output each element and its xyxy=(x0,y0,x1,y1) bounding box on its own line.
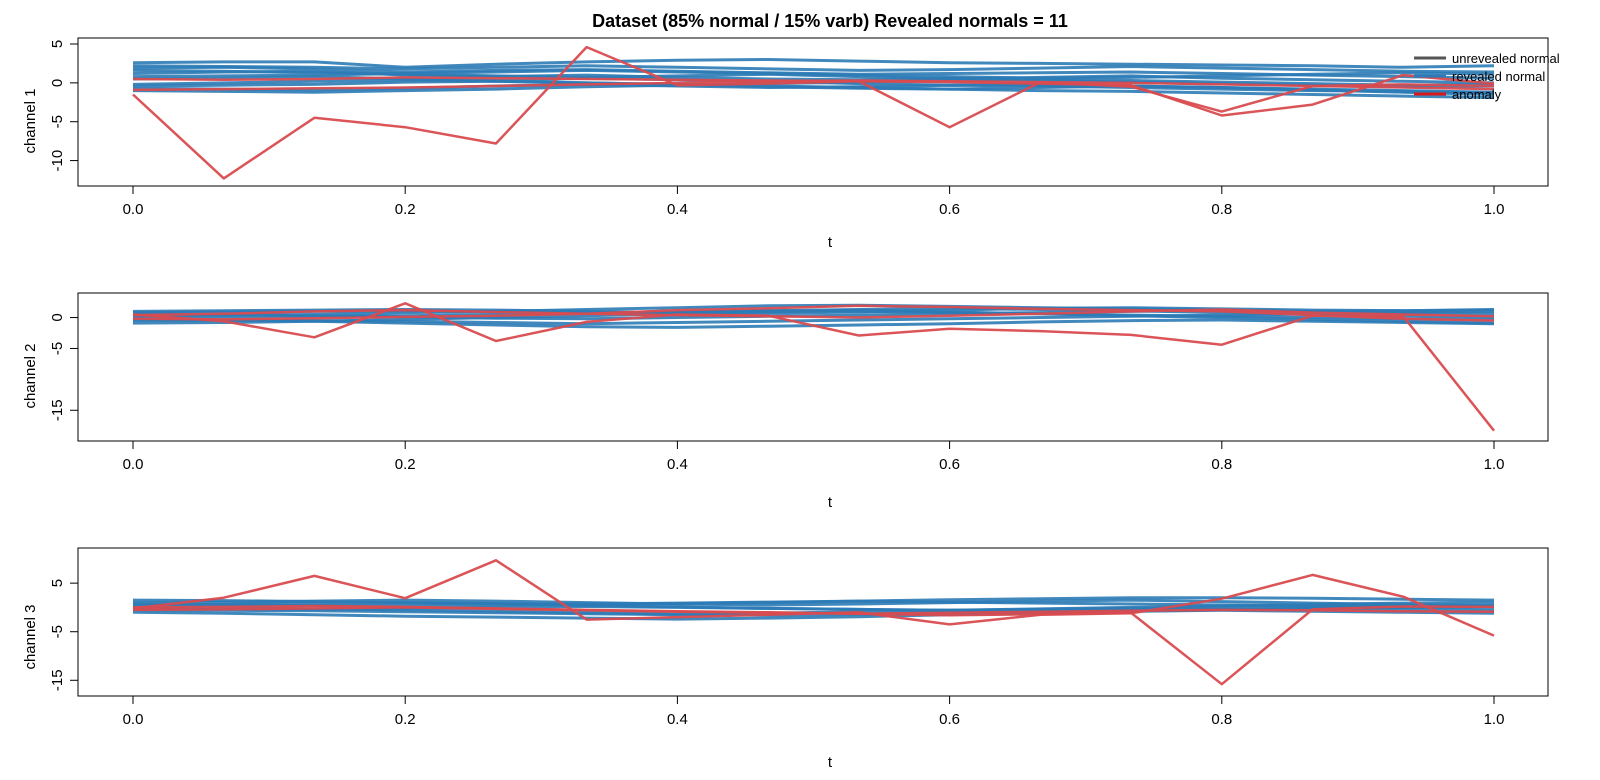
x-tick-label: 0.4 xyxy=(667,201,688,218)
x-tick-label: 0.6 xyxy=(939,456,960,473)
x-tick-label: 0.4 xyxy=(667,456,688,473)
revealed-normal-series-line xyxy=(132,64,1495,74)
y-tick-label: -10 xyxy=(49,150,66,172)
x-tick-label: 0.8 xyxy=(1211,456,1232,473)
x-tick-label: 0.8 xyxy=(1211,201,1232,218)
y-tick-label: -5 xyxy=(49,625,66,638)
y-tick-label: 0 xyxy=(49,313,66,321)
anomaly-series-line xyxy=(132,304,1495,322)
panel-channel-2: channel 2 t 0.0 0.2 0.4 0.6 0.8 1.0 -15 -5 0 xyxy=(22,292,1549,511)
legend-label-unrevealed-normal: unrevealed normal xyxy=(1452,51,1560,66)
anomaly-series-line xyxy=(132,45,1495,180)
y-tick-label: -15 xyxy=(49,669,66,691)
series-group xyxy=(132,559,1495,686)
chart-title: Dataset (85% normal / 15% varb) Revealed… xyxy=(592,11,1068,31)
y-tick-label: 0 xyxy=(49,79,66,87)
plot-frame xyxy=(77,547,1549,697)
x-tick-label: 0.0 xyxy=(123,201,144,218)
anomaly-series-line xyxy=(132,302,1495,432)
series-group xyxy=(132,45,1495,180)
x-axis-label: t xyxy=(828,754,833,771)
y-tick-label: 5 xyxy=(49,579,66,587)
legend-label-anomaly: anomaly xyxy=(1452,87,1502,102)
y-axis-label: channel 3 xyxy=(22,604,39,669)
x-tick-label: 1.0 xyxy=(1484,201,1505,218)
x-tick-label: 0.4 xyxy=(667,711,688,728)
revealed-normal-series-line xyxy=(132,598,1495,608)
revealed-normal-series-line xyxy=(132,58,1495,69)
x-tick-label: 1.0 xyxy=(1484,456,1505,473)
x-tick-label: 0.0 xyxy=(123,711,144,728)
anomaly-series-line xyxy=(132,79,1495,92)
series-group xyxy=(132,302,1495,432)
revealed-normal-series-line xyxy=(132,68,1495,80)
y-axis-label: channel 1 xyxy=(22,88,39,153)
x-tick-label: 0.6 xyxy=(939,711,960,728)
x-tick-label: 0.6 xyxy=(939,201,960,218)
legend: unrevealed normal revealed normal anomal… xyxy=(1414,51,1560,102)
anomaly-series-line xyxy=(132,606,1495,615)
y-axis-label: channel 2 xyxy=(22,343,39,408)
panel-channel-3: channel 3 t 0.0 0.2 0.4 0.6 0.8 1.0 -15 -5 5 xyxy=(22,547,1549,771)
x-axis-label: t xyxy=(828,234,833,251)
y-tick-label: -5 xyxy=(49,115,66,128)
y-tick-label: -5 xyxy=(49,342,66,355)
x-tick-label: 0.2 xyxy=(395,201,416,218)
x-tick-label: 1.0 xyxy=(1484,711,1505,728)
x-tick-label: 0.0 xyxy=(123,456,144,473)
y-tick-label: -15 xyxy=(49,399,66,421)
y-tick-label: 5 xyxy=(49,40,66,48)
x-tick-label: 0.2 xyxy=(395,456,416,473)
legend-label-revealed-normal: revealed normal xyxy=(1452,69,1545,84)
revealed-normal-series-line xyxy=(132,78,1495,96)
x-tick-label: 0.2 xyxy=(395,711,416,728)
x-axis-label: t xyxy=(828,494,833,511)
panel-channel-1: channel 1 t 0.0 0.2 0.4 0.6 0.8 1.0 -10 -5 0 5 xyxy=(22,37,1549,251)
anomaly-series-line xyxy=(132,308,1495,319)
x-tick-label: 0.8 xyxy=(1211,711,1232,728)
